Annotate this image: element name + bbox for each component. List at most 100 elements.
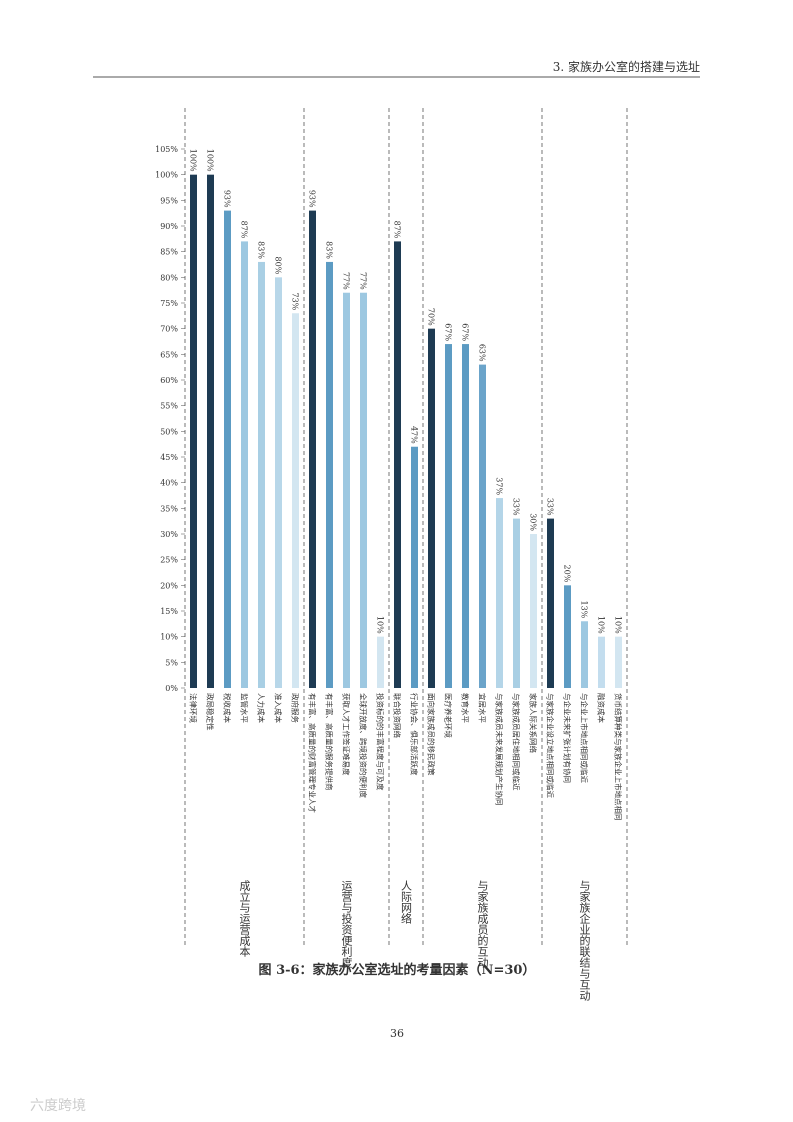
category-label: 政府服务 (291, 693, 301, 723)
category-label: 与家族成员居住地相同或临近 (512, 693, 522, 791)
value-label: 77% (342, 272, 351, 290)
y-tick-label: 45% (160, 453, 178, 462)
value-label: 83% (257, 241, 266, 259)
category-label: 法律环境 (189, 693, 199, 723)
value-label: 10% (614, 616, 623, 634)
value-label: 10% (376, 616, 385, 634)
y-tick-label: 75% (160, 299, 178, 308)
value-label: 73% (291, 292, 300, 310)
bar (275, 277, 282, 688)
y-tick-label: 65% (160, 350, 178, 359)
bar (513, 518, 520, 688)
value-label: 67% (444, 323, 453, 341)
bar (326, 261, 333, 688)
category-label: 与家族企业设立地点相同或临近 (546, 693, 556, 798)
value-label: 67% (461, 323, 470, 341)
category-label: 获取人才工作签证难易度 (342, 693, 352, 776)
value-label: 100% (189, 149, 198, 172)
category-label: 行业协会、俱乐部活跃度 (410, 693, 420, 776)
value-label: 70% (427, 308, 436, 326)
value-label: 63% (478, 344, 487, 362)
bar (411, 446, 418, 688)
value-label: 100% (206, 149, 215, 172)
category-label: 准入成本 (274, 693, 284, 723)
bar (530, 534, 537, 688)
value-label: 33% (512, 498, 521, 516)
bar (479, 364, 486, 688)
bar (564, 585, 571, 688)
category-label: 与企业未来扩张计划有协同 (563, 693, 573, 783)
bar (207, 174, 214, 688)
bar (445, 344, 452, 688)
category-label: 家族人际关系网络 (529, 693, 539, 753)
group-label: 人际网络 (400, 880, 413, 924)
bar (360, 292, 367, 688)
y-tick-label: 80% (160, 273, 178, 282)
category-label: 融资成本 (597, 693, 607, 723)
bar (258, 261, 265, 688)
category-label: 税收成本 (223, 693, 233, 723)
y-tick-label: 25% (160, 556, 178, 565)
y-tick-label: 15% (160, 607, 178, 616)
category-label: 全球开放度、跨境投资的便利度 (359, 693, 369, 798)
bar (224, 210, 231, 688)
figure-caption: 图 3-6：家族办公室选址的考量因素（N=30） (259, 962, 536, 978)
bar (377, 636, 384, 688)
value-label: 80% (274, 257, 283, 275)
running-header: 3. 家族办公室的搭建与选址 (553, 59, 700, 74)
bar (241, 241, 248, 688)
value-label: 10% (597, 616, 606, 634)
y-tick-label: 105% (155, 145, 178, 154)
y-tick-label: 20% (160, 581, 178, 590)
value-label: 30% (529, 513, 538, 531)
category-label: 货币结算种类与家族企业上市地点相同 (614, 693, 624, 821)
y-tick-label: 0% (165, 684, 178, 693)
category-label: 与企业上市地点相同或临近 (580, 693, 590, 783)
value-label: 77% (359, 272, 368, 290)
bar (496, 498, 503, 688)
category-label: 面向家族成员的移民政策 (427, 693, 437, 776)
bar (343, 292, 350, 688)
value-label: 87% (240, 221, 249, 239)
value-label: 13% (580, 600, 589, 618)
value-label: 47% (410, 426, 419, 444)
y-tick-label: 40% (160, 479, 178, 488)
value-label: 83% (325, 241, 334, 259)
y-tick-label: 10% (160, 633, 178, 642)
value-label: 87% (393, 221, 402, 239)
page-number: 36 (390, 1027, 404, 1040)
bar (190, 174, 197, 688)
value-label: 20% (563, 565, 572, 583)
group-label: 运营与投资便利度 (340, 880, 353, 969)
group-label: 与家族成员的互动 (476, 880, 489, 968)
category-label: 人力成本 (257, 693, 267, 723)
y-tick-label: 100% (155, 171, 178, 180)
category-label: 教育水平 (461, 693, 471, 723)
y-tick-label: 55% (160, 402, 178, 411)
bar (598, 636, 605, 688)
y-tick-label: 60% (160, 376, 178, 385)
group-label: 成立与运营成本 (238, 880, 251, 958)
bar (428, 328, 435, 688)
value-label: 93% (308, 190, 317, 208)
value-label: 33% (546, 498, 555, 516)
category-label: 医疗养老环境 (444, 693, 454, 738)
y-tick-label: 5% (165, 658, 178, 667)
bar (394, 241, 401, 688)
watermark: 六度跨境 (30, 1098, 86, 1114)
bar (547, 518, 554, 688)
category-label: 监管水平 (240, 693, 250, 723)
y-tick-label: 90% (160, 222, 178, 231)
y-tick-label: 50% (160, 427, 178, 436)
category-label: 有丰富、高质量的服务提供商 (325, 693, 335, 791)
y-tick-label: 30% (160, 530, 178, 539)
bar (615, 636, 622, 688)
category-label: 投资标的的丰富程度与可及度 (376, 693, 386, 791)
y-tick-label: 85% (160, 248, 178, 257)
category-label: 联合投资网络 (393, 693, 403, 738)
bar (309, 210, 316, 688)
group-label: 与家族企业的联结与互动 (578, 880, 591, 1001)
y-tick-label: 95% (160, 196, 178, 205)
y-tick-label: 70% (160, 325, 178, 334)
